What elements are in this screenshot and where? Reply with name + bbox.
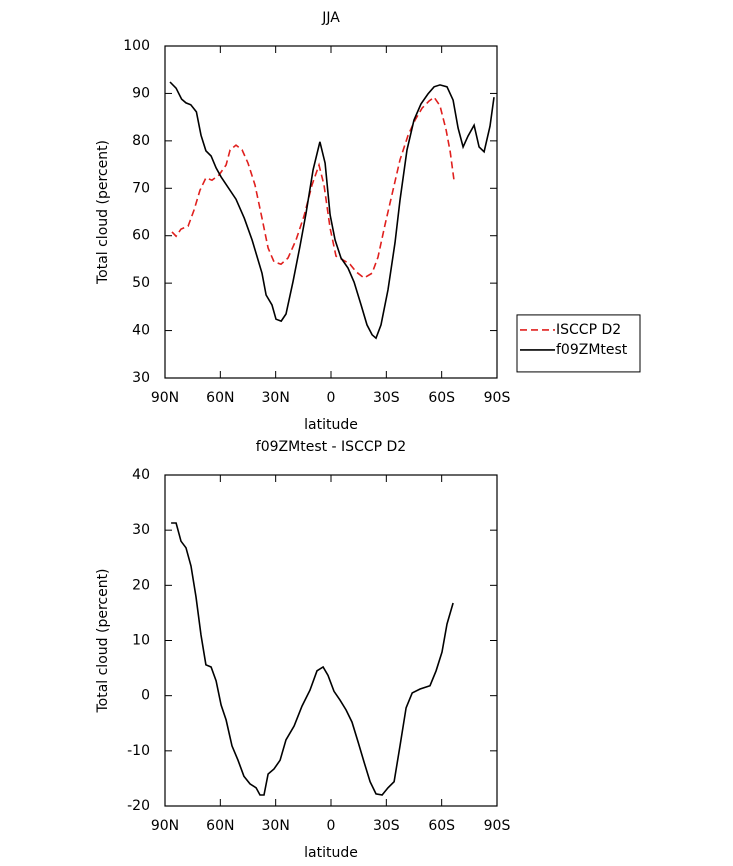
y-tick-label: 100 xyxy=(123,38,150,54)
y-tick-label: 30 xyxy=(132,370,150,386)
y-tick-label: -20 xyxy=(127,798,150,814)
x-tick-label: 60N xyxy=(206,818,234,834)
y-tick-label: 50 xyxy=(132,275,150,291)
y-tick-label: 20 xyxy=(132,577,150,593)
y-axis-label: Total cloud (percent) xyxy=(95,568,111,713)
x-tick-label: 30S xyxy=(373,390,400,406)
x-tick-label: 90S xyxy=(484,818,511,834)
x-tick-label: 90N xyxy=(151,818,179,834)
x-axis-label: latitude xyxy=(304,845,358,861)
y-tick-label: 10 xyxy=(132,633,150,649)
x-tick-label: 60S xyxy=(428,818,455,834)
x-tick-label: 90S xyxy=(484,390,511,406)
x-tick-label: 0 xyxy=(327,818,336,834)
y-tick-label: 0 xyxy=(141,688,150,704)
x-tick-label: 30N xyxy=(262,818,290,834)
x-tick-label: 30N xyxy=(262,390,290,406)
data-line xyxy=(169,81,495,340)
x-tick-label: 90N xyxy=(151,390,179,406)
y-tick-label: 70 xyxy=(132,180,150,196)
y-tick-label: 40 xyxy=(132,323,150,339)
data-line xyxy=(171,522,454,796)
data-line xyxy=(171,96,455,279)
legend-box xyxy=(516,314,641,373)
y-tick-label: 30 xyxy=(132,522,150,538)
plot-frame xyxy=(164,45,498,379)
x-axis-label: latitude xyxy=(304,417,358,433)
x-tick-label: 30S xyxy=(373,818,400,834)
plot-frame xyxy=(164,474,498,807)
y-tick-label: 40 xyxy=(132,467,150,483)
x-tick-label: 60N xyxy=(206,390,234,406)
x-tick-label: 0 xyxy=(327,390,336,406)
y-axis-label: Total cloud (percent) xyxy=(95,140,111,285)
y-tick-label: -10 xyxy=(127,743,150,759)
y-tick-label: 80 xyxy=(132,133,150,149)
y-tick-label: 90 xyxy=(132,85,150,101)
chart-title: JJA xyxy=(321,10,340,26)
legend-label: f09ZMtest xyxy=(556,342,628,358)
x-tick-label: 60S xyxy=(428,390,455,406)
legend-label: ISCCP D2 xyxy=(556,322,621,338)
y-tick-label: 60 xyxy=(132,228,150,244)
chart-title: f09ZMtest - ISCCP D2 xyxy=(256,439,406,455)
